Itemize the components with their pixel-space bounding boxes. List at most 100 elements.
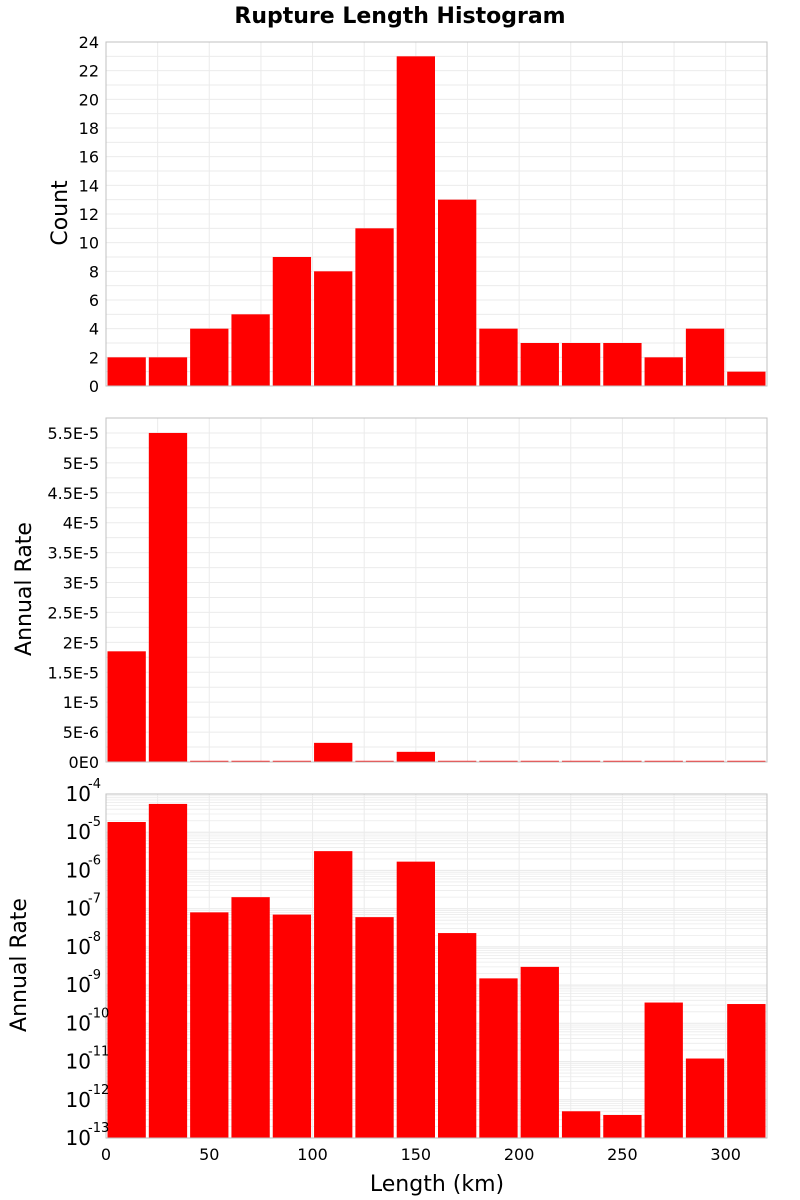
y-tick-label: 1.5E-5 [47,663,99,682]
y-tick-label: 5E-6 [63,723,99,742]
y-tick-label-base: 10 [66,1126,91,1150]
histogram-bar [396,751,435,762]
y-tick-label: 6 [89,291,99,310]
y-tick-label: 24 [79,33,99,52]
histogram-bar [107,357,146,386]
histogram-bar [561,343,601,386]
y-tick-label: 12 [79,205,99,224]
y-tick-label: 8 [89,262,99,281]
histogram-bar [727,371,766,386]
y-tick-label-base: 10 [66,1088,91,1112]
histogram-bar [561,760,601,762]
x-axis-label: Length (km) [370,1172,504,1197]
y-tick-label: 5E-5 [63,454,99,473]
histogram-bar [190,328,229,386]
histogram-bar [685,1058,725,1138]
histogram-bar [727,1004,766,1138]
y-tick-label-base: 10 [66,1050,91,1074]
histogram-bar [314,271,353,386]
y-tick-label-base: 10 [66,897,91,921]
histogram-bar [727,760,766,762]
histogram-bar [685,760,725,762]
y-tick-label: 22 [79,62,99,81]
histogram-bar [272,760,312,762]
histogram-bar [272,914,312,1138]
rate-log-panel: Annual Rate 10-410-510-610-710-810-910-1… [7,777,768,1197]
histogram-bar [355,917,394,1138]
histogram-bar [685,328,725,386]
y-tick-label-exponent: -4 [88,777,101,792]
histogram-bar [520,966,559,1138]
histogram-bar [148,357,188,386]
histogram-bar [107,651,146,762]
plot-frame [105,793,768,1139]
y-tick-label: 5.5E-5 [47,424,99,443]
histogram-bar [190,760,229,762]
x-tick-label: 250 [607,1145,638,1164]
chart-title: Rupture Length Histogram [234,4,565,29]
y-tick-label: 10 [79,234,99,253]
y-tick-label: 2.5E-5 [47,603,99,622]
histogram-bar [231,897,270,1138]
histogram-bar [644,760,683,762]
x-tick-label: 300 [710,1145,741,1164]
histogram-bar [107,822,146,1138]
y-tick-label: 14 [79,176,99,195]
histogram-bar [314,851,353,1138]
histogram-bar [479,978,518,1138]
histogram-bar [644,357,683,386]
y-tick-label: 20 [79,90,99,109]
histogram-bar [603,1114,642,1138]
y-tick-label-exponent: -7 [88,892,101,907]
y-tick-label: 18 [79,119,99,138]
x-tick-label: 150 [401,1145,432,1164]
y-tick-label: 4.5E-5 [47,484,99,503]
y-tick-label-exponent: -9 [88,968,101,983]
histogram-bar [520,343,559,386]
y-tick-label-base: 10 [66,782,91,806]
histogram-bar [148,803,188,1138]
histogram-bar [603,343,642,386]
histogram-bar [438,199,477,386]
y-tick-label: 16 [79,148,99,167]
y-tick-label-exponent: -13 [88,1121,109,1136]
x-tick-label: 0 [101,1145,111,1164]
histogram-bar [272,257,312,386]
rate-log-y-axis-label: Annual Rate [7,898,32,1032]
histogram-bar [148,432,188,762]
y-tick-label-exponent: -8 [88,930,101,945]
histogram-bar [479,760,518,762]
y-tick-label-exponent: -5 [88,815,101,830]
y-tick-label-base: 10 [66,935,91,959]
y-tick-label: 3.5E-5 [47,544,99,563]
y-tick-label: 0 [89,377,99,396]
histogram-bar [438,760,477,762]
y-tick-label-exponent: -11 [88,1045,109,1060]
y-tick-label: 1E-5 [63,693,99,712]
y-tick-label: 4E-5 [63,514,99,533]
y-tick-label: 4 [89,320,99,339]
y-tick-label-exponent: -12 [88,1083,109,1098]
y-tick-label-base: 10 [66,820,91,844]
histogram-bar [479,328,518,386]
plot-frame [105,417,768,763]
histogram-bar [396,56,435,386]
histogram-bar [438,933,477,1138]
y-tick-label-exponent: -10 [88,1006,109,1021]
x-tick-label: 100 [297,1145,328,1164]
histogram-bar [190,912,229,1138]
y-tick-label: 2 [89,348,99,367]
histogram-bar [231,314,270,386]
histogram-bar [231,760,270,762]
histogram-bar [314,742,353,762]
rate-linear-y-axis-label: Annual Rate [12,522,37,656]
histogram-bar [396,861,435,1138]
histogram-bar [355,760,394,762]
histogram-bar [355,228,394,386]
y-tick-label-base: 10 [66,858,91,882]
histogram-bar [644,1002,683,1138]
histogram-bar [603,760,642,762]
rate-linear-panel: Annual Rate 0E0 5E-6 1E-5 1.5E-5 2E-5 2.5E-5 3… [12,417,768,772]
